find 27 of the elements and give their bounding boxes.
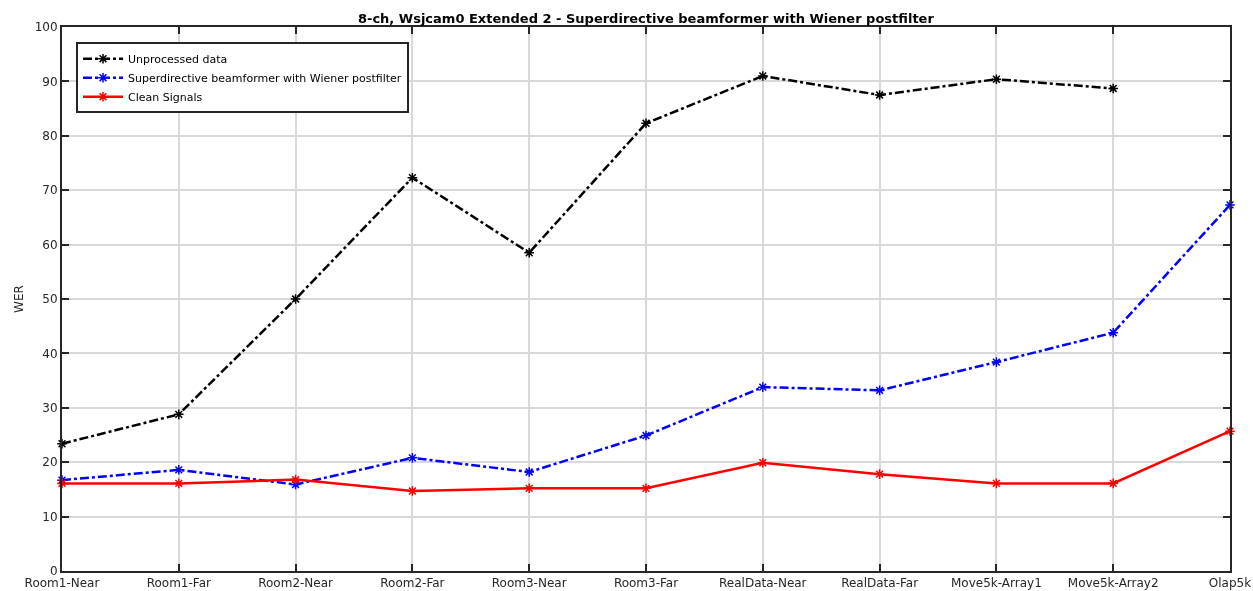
y-tick-label: 90 (42, 74, 58, 89)
y-tick-label: 10 (42, 509, 58, 524)
x-tick-label: Move5k-Array1 (951, 576, 1042, 591)
chart-title: 8-ch, Wsjcam0 Extended 2 - Superdirective beamformer with Wiener postfilter (357, 10, 935, 26)
x-tick-label: Room3-Near (491, 576, 567, 591)
y-tick-label: 60 (42, 237, 58, 252)
x-tick-label: Olap5k (1208, 576, 1252, 591)
y-tick-label: 40 (42, 346, 58, 361)
x-tick-label: RealData-Far (841, 576, 919, 591)
legend-label: Unprocessed data (128, 53, 228, 67)
y-axis-title: WER (12, 285, 27, 313)
legend-label: Clean Signals (128, 91, 203, 105)
x-tick-label: Room2-Far (380, 576, 445, 591)
legend-label: Superdirective beamformer with Wiener postfilter (128, 72, 402, 86)
y-tick-label: 50 (42, 292, 58, 307)
y-tick-label: 70 (42, 183, 58, 198)
y-tick-label: 30 (42, 401, 58, 415)
x-tick-label: Room3-Far (613, 576, 679, 591)
y-tick-label: 20 (42, 455, 58, 470)
x-tick-label: RealData-Near (719, 576, 807, 591)
y-tick-label: 0 (49, 564, 58, 579)
x-tick-label: Room2-Near (258, 576, 334, 591)
x-tick-label: Move5k-Array2 (1067, 576, 1159, 591)
y-tick-label: 100 (34, 20, 58, 35)
x-tick-label: Room1-Near (24, 576, 100, 591)
x-tick-label: Room1-Far (146, 576, 211, 591)
y-tick-label: 80 (42, 129, 58, 143)
